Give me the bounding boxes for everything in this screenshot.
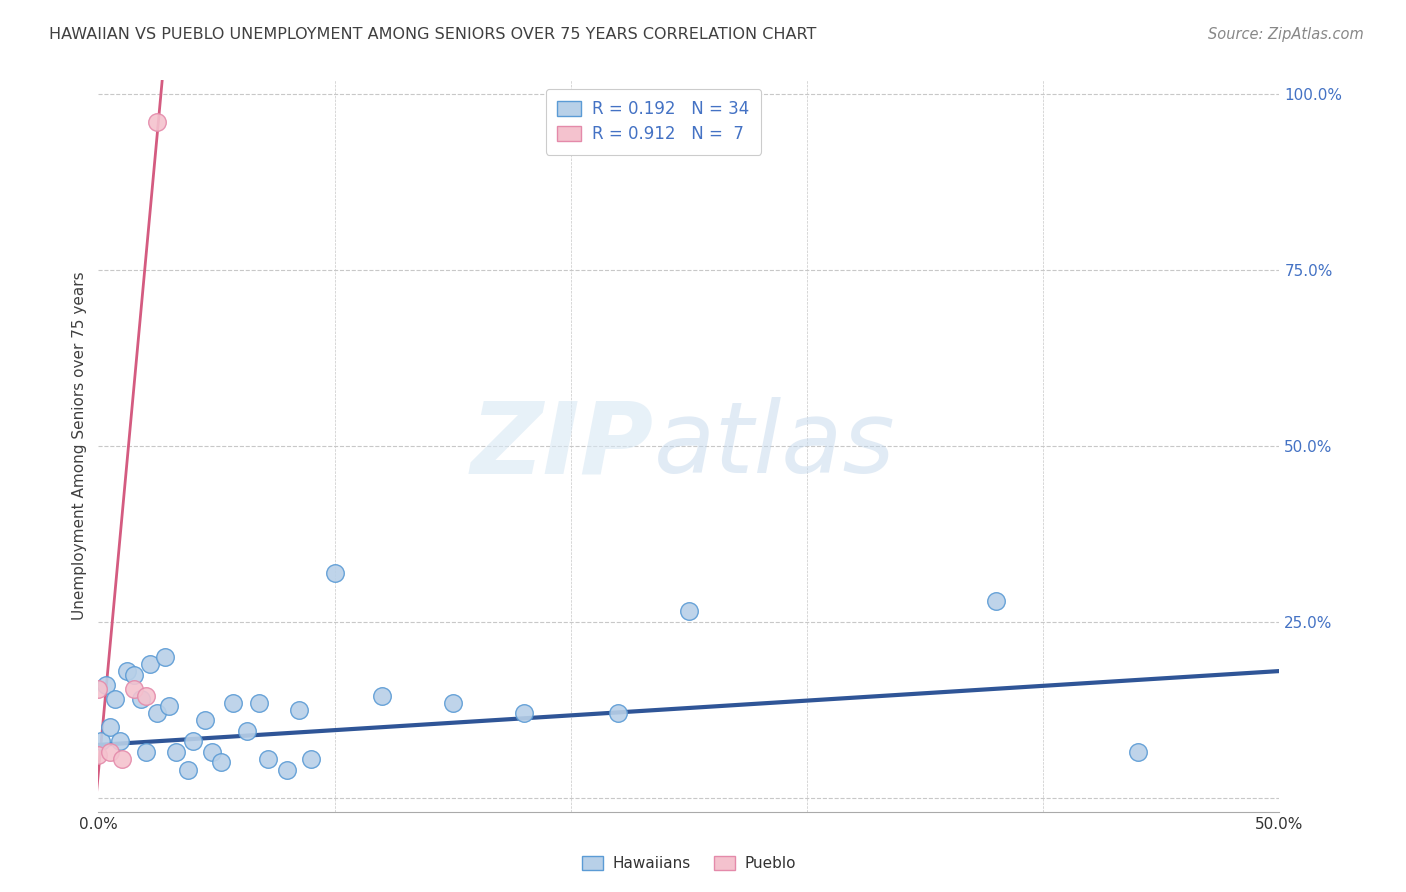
Text: Source: ZipAtlas.com: Source: ZipAtlas.com — [1208, 27, 1364, 42]
Point — [257, 752, 280, 766]
Point — [98, 745, 121, 759]
Point — [98, 720, 121, 734]
Point — [115, 664, 138, 678]
Point — [87, 748, 110, 763]
Point — [288, 703, 311, 717]
Point — [194, 714, 217, 728]
Point — [146, 706, 169, 721]
Point — [984, 593, 1007, 607]
Point — [139, 657, 162, 671]
Text: atlas: atlas — [654, 398, 896, 494]
Point — [323, 566, 346, 580]
Point — [371, 689, 394, 703]
Point — [201, 745, 224, 759]
Point — [441, 696, 464, 710]
Point — [247, 696, 270, 710]
Point — [678, 604, 700, 618]
Point — [157, 699, 180, 714]
Y-axis label: Unemployment Among Seniors over 75 years: Unemployment Among Seniors over 75 years — [72, 272, 87, 620]
Point — [108, 734, 131, 748]
Text: ZIP: ZIP — [471, 398, 654, 494]
Point — [177, 763, 200, 777]
Point — [122, 681, 145, 696]
Point — [87, 681, 110, 696]
Point — [135, 745, 157, 759]
Point — [111, 752, 134, 766]
Point — [299, 752, 322, 766]
Point — [94, 678, 117, 692]
Point — [512, 706, 534, 721]
Point — [181, 734, 204, 748]
Point — [129, 692, 152, 706]
Point — [1126, 745, 1149, 759]
Point — [607, 706, 630, 721]
Point — [276, 763, 298, 777]
Point — [90, 734, 112, 748]
Point — [104, 692, 127, 706]
Point — [135, 689, 157, 703]
Legend: Hawaiians, Pueblo: Hawaiians, Pueblo — [576, 850, 801, 877]
Point — [165, 745, 187, 759]
Point — [209, 756, 232, 770]
Point — [146, 115, 169, 129]
Text: HAWAIIAN VS PUEBLO UNEMPLOYMENT AMONG SENIORS OVER 75 YEARS CORRELATION CHART: HAWAIIAN VS PUEBLO UNEMPLOYMENT AMONG SE… — [49, 27, 817, 42]
Point — [153, 650, 176, 665]
Point — [122, 667, 145, 681]
Point — [236, 723, 259, 738]
Point — [222, 696, 245, 710]
